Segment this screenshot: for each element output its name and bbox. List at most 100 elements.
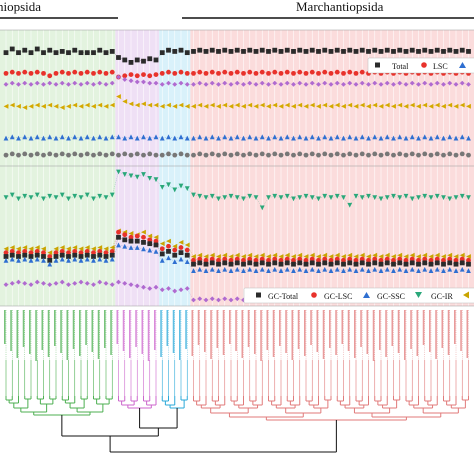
- top-point: [147, 56, 153, 62]
- bottom-point: [341, 254, 346, 259]
- bottom-point: [441, 195, 446, 200]
- bottom-point: [216, 297, 221, 303]
- top-point: [322, 102, 328, 108]
- top-point: [153, 72, 159, 77]
- top-point: [159, 70, 165, 76]
- top-point: [334, 47, 340, 53]
- bottom-point: [453, 254, 459, 259]
- bottom-point: [353, 257, 359, 263]
- bottom-point: [259, 260, 265, 266]
- bottom-point: [147, 176, 153, 181]
- bottom-point: [203, 261, 209, 267]
- top-point: [334, 80, 340, 86]
- top-point: [459, 134, 465, 140]
- top-point: [128, 78, 134, 84]
- bottom-point: [291, 196, 296, 202]
- top-point: [316, 152, 321, 158]
- top-point: [359, 134, 365, 140]
- legend-total-label: Total: [392, 62, 409, 71]
- top-point: [241, 135, 246, 141]
- bottom-point: [153, 177, 159, 183]
- bottom-point: [303, 193, 309, 199]
- bottom-point: [72, 245, 78, 250]
- bottom-point: [72, 256, 78, 262]
- bottom-point: [253, 195, 259, 200]
- top-point: [322, 47, 328, 53]
- top-point: [216, 135, 221, 141]
- bottom-point: [234, 296, 240, 302]
- top-point: [441, 81, 446, 87]
- top-point: [334, 134, 340, 140]
- top-point: [53, 70, 59, 76]
- top-point: [41, 152, 46, 158]
- bottom-point: [141, 246, 146, 252]
- bottom-point: [9, 245, 15, 250]
- bottom-point: [197, 193, 203, 199]
- top-point: [391, 49, 396, 54]
- bottom-point: [197, 256, 203, 262]
- top-point: [359, 102, 365, 108]
- bottom-point: [391, 261, 396, 267]
- bottom-point: [197, 260, 203, 266]
- top-point: [334, 151, 340, 157]
- top-point: [366, 135, 371, 141]
- top-point: [278, 70, 284, 76]
- top-point: [341, 152, 346, 158]
- bottom-point: [391, 193, 396, 199]
- top-point: [347, 102, 353, 108]
- top-point: [97, 47, 103, 53]
- bottom-point: [416, 195, 421, 200]
- top-point: [109, 69, 115, 75]
- bottom-point: [434, 256, 440, 262]
- top-point: [203, 81, 209, 87]
- bottom-point: [397, 260, 403, 266]
- bottom-point: [372, 195, 378, 200]
- top-point: [341, 135, 346, 141]
- bottom-point: [172, 187, 178, 193]
- bottom-point: [459, 260, 465, 266]
- bottom-point: [297, 252, 303, 258]
- bottom-point: [91, 246, 96, 252]
- top-point: [266, 135, 271, 141]
- bottom-point: [41, 257, 46, 263]
- top-point: [97, 69, 103, 75]
- bottom-point: [266, 254, 271, 259]
- top-point: [316, 49, 321, 54]
- top-point: [28, 103, 34, 109]
- top-point: [416, 135, 421, 141]
- bottom-point: [378, 196, 384, 202]
- bottom-point: [153, 238, 159, 244]
- top-point: [309, 134, 315, 140]
- top-point: [203, 49, 209, 54]
- bottom-point: [353, 193, 359, 199]
- bottom-point: [228, 268, 234, 273]
- top-point: [334, 69, 340, 75]
- bottom-point: [441, 268, 446, 273]
- bottom-point: [3, 257, 9, 263]
- bottom-point: [253, 261, 259, 267]
- bottom-point: [191, 192, 196, 198]
- bottom-point: [422, 256, 428, 262]
- bottom-point: [78, 246, 84, 252]
- bottom-point: [178, 245, 184, 250]
- bottom-point: [103, 195, 109, 200]
- top-point: [434, 151, 440, 157]
- bottom-point: [197, 252, 203, 258]
- bottom-point: [228, 257, 234, 263]
- bottom-point: [266, 268, 271, 273]
- top-point: [291, 70, 296, 76]
- top-point: [84, 134, 90, 140]
- bottom-point: [284, 252, 290, 258]
- bottom-point: [72, 280, 78, 286]
- top-point: [372, 80, 378, 86]
- top-point: [297, 134, 303, 140]
- top-point: [284, 69, 290, 75]
- top-point: [403, 103, 409, 109]
- bottom-point: [66, 250, 71, 256]
- bottom-point: [203, 268, 209, 273]
- top-point: [122, 135, 128, 141]
- bottom-point: [178, 240, 184, 245]
- bottom-point: [209, 260, 215, 266]
- bottom-point: [116, 242, 121, 248]
- bottom-point: [184, 247, 190, 253]
